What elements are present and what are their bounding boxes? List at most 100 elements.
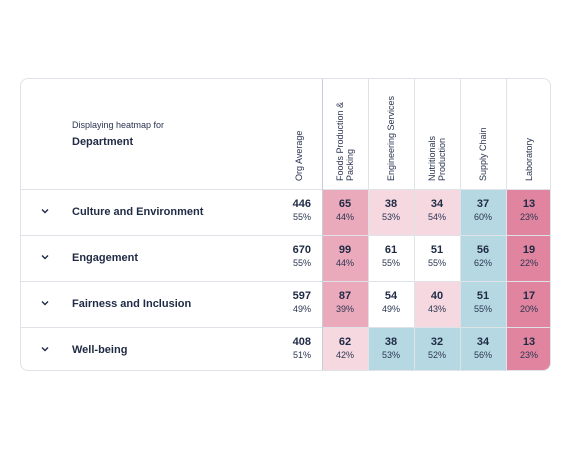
column-header-nutritionals-production: Nutritionals Production: [414, 79, 460, 189]
cell-percent: 53%: [381, 350, 400, 360]
cell-percent: 49%: [381, 304, 400, 314]
org-average-percent: 55%: [292, 212, 311, 222]
cell-count: 38: [384, 336, 398, 348]
table-row-fairness-and-inclusion: Fairness and Inclusion 597 49% 87 39% 54…: [21, 281, 550, 327]
org-average-percent: 55%: [292, 258, 311, 268]
cell-percent: 52%: [427, 350, 446, 360]
heatmap-cell[interactable]: 99 44%: [322, 235, 368, 281]
row-label: Fairness and Inclusion: [72, 298, 192, 310]
column-header-laboratory: Laboratory: [506, 79, 550, 189]
heatmap-cell[interactable]: 54 49%: [368, 281, 414, 327]
column-header-label-line2: Production: [437, 137, 447, 181]
grid-line: [322, 79, 323, 370]
cell-count: 51: [476, 290, 490, 302]
cell-count: 34: [476, 336, 490, 348]
heatmap-cell[interactable]: 37 60%: [460, 189, 506, 235]
heatmap-cell[interactable]: 32 52%: [414, 327, 460, 370]
heatmap-cell[interactable]: 40 43%: [414, 281, 460, 327]
chevron-down-icon[interactable]: [39, 251, 51, 263]
heatmap-cell[interactable]: 38 53%: [368, 327, 414, 370]
heatmap-cell[interactable]: 51 55%: [460, 281, 506, 327]
cell-percent: 20%: [519, 304, 538, 314]
grid-line: [414, 79, 415, 370]
org-average-cell: 446 55%: [278, 198, 311, 224]
cell-percent: 44%: [335, 212, 354, 222]
cell-count: 87: [338, 290, 352, 302]
grid-line: [368, 79, 369, 370]
heatmap-cell[interactable]: 34 56%: [460, 327, 506, 370]
column-header-supply-chain: Supply Chain: [460, 79, 506, 189]
cell-count: 65: [338, 198, 352, 210]
heatmap-cell[interactable]: 56 62%: [460, 235, 506, 281]
column-header-engineering-services: Engineering Services: [368, 79, 414, 189]
grid-line: [21, 281, 550, 282]
cell-percent: 55%: [381, 258, 400, 268]
cell-count: 38: [384, 198, 398, 210]
chevron-down-icon[interactable]: [39, 297, 51, 309]
column-header-label: Nutritionals: [427, 135, 437, 181]
column-header-label: Org Average: [294, 130, 304, 181]
org-average-count: 597: [292, 290, 311, 302]
cell-count: 61: [384, 244, 398, 256]
cell-percent: 55%: [473, 304, 492, 314]
column-header-label: Engineering Services: [386, 95, 396, 181]
heatmap-cell[interactable]: 17 20%: [506, 281, 550, 327]
cell-percent: 62%: [473, 258, 492, 268]
cell-count: 37: [476, 198, 490, 210]
cell-count: 51: [430, 244, 444, 256]
cell-count: 13: [522, 198, 536, 210]
cell-count: 32: [430, 336, 444, 348]
cell-percent: 53%: [381, 212, 400, 222]
cell-percent: 56%: [473, 350, 492, 360]
heatmap-cell[interactable]: 65 44%: [322, 189, 368, 235]
heatmap-cell[interactable]: 13 23%: [506, 327, 550, 370]
row-label: Engagement: [72, 252, 139, 264]
column-header-label: Foods Production &: [335, 101, 345, 181]
org-average-cell: 408 51%: [278, 336, 311, 362]
cell-count: 19: [522, 244, 536, 256]
grid-line: [460, 79, 461, 370]
grid-line: [21, 235, 550, 236]
column-header-foods-production: Foods Production & Packing: [322, 79, 368, 189]
grid-line: [21, 189, 550, 190]
heatmap-cell[interactable]: 51 55%: [414, 235, 460, 281]
org-average-percent: 49%: [292, 304, 311, 314]
grid-line: [21, 327, 550, 328]
heatmap-cell[interactable]: 61 55%: [368, 235, 414, 281]
grid-line: [506, 79, 507, 370]
cell-count: 34: [430, 198, 444, 210]
org-average-count: 408: [292, 336, 311, 348]
heatmap-cell[interactable]: 62 42%: [322, 327, 368, 370]
cell-count: 54: [384, 290, 398, 302]
org-average-cell: 597 49%: [278, 290, 311, 316]
cell-count: 62: [338, 336, 352, 348]
heatmap-cell[interactable]: 87 39%: [322, 281, 368, 327]
column-header-label: Supply Chain: [478, 127, 488, 181]
cell-count: 17: [522, 290, 536, 302]
cell-count: 40: [430, 290, 444, 302]
cell-percent: 43%: [427, 304, 446, 314]
org-average-count: 670: [292, 244, 311, 256]
column-header-label-group: Nutritionals Production: [427, 136, 447, 181]
cell-percent: 23%: [519, 350, 538, 360]
heatmap-cell[interactable]: 13 23%: [506, 189, 550, 235]
cell-percent: 23%: [519, 212, 538, 222]
displaying-label: Displaying heatmap for: [72, 120, 165, 130]
cell-count: 56: [476, 244, 490, 256]
column-header-label: Laboratory: [524, 137, 534, 181]
row-label: Well-being: [72, 344, 128, 356]
org-average-count: 446: [292, 198, 311, 210]
heatmap-cell[interactable]: 19 22%: [506, 235, 550, 281]
chevron-down-icon[interactable]: [39, 343, 51, 355]
cell-percent: 39%: [335, 304, 354, 314]
column-header-label-group: Foods Production & Packing: [335, 102, 355, 181]
heatmap-header: Displaying heatmap for Department Org Av…: [21, 79, 550, 189]
heatmap-cell[interactable]: 34 54%: [414, 189, 460, 235]
table-row-well-being: Well-being 408 51% 62 42% 38 53% 32 52% …: [21, 327, 550, 370]
heatmap-card: Displaying heatmap for Department Org Av…: [20, 78, 551, 371]
heatmap-cell[interactable]: 38 53%: [368, 189, 414, 235]
chevron-down-icon[interactable]: [39, 205, 51, 217]
row-label: Culture and Environment: [72, 206, 204, 218]
cell-percent: 22%: [519, 258, 538, 268]
displaying-value[interactable]: Department: [72, 136, 134, 148]
